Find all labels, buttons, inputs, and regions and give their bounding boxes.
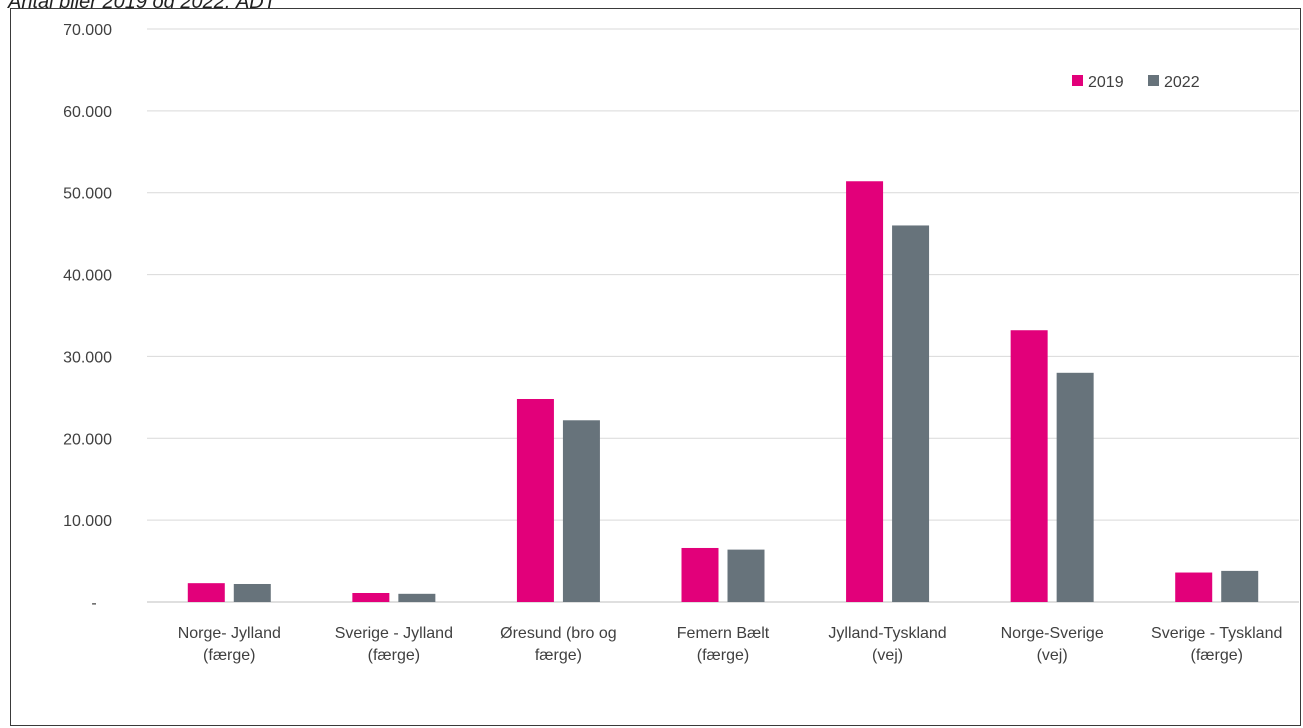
bar-2019-6: [1175, 572, 1213, 602]
bar-2022-4: [892, 225, 930, 602]
x-category-label: (vej): [872, 647, 903, 664]
bar-2019-5: [1010, 330, 1048, 602]
x-category-label: færge): [535, 647, 582, 664]
x-category-label: Norge- Jylland: [178, 625, 281, 642]
y-tick-label: 30.000: [63, 349, 112, 366]
x-axis-labels: Norge- Jylland (færge) Sverige - Jylland (f…: [178, 625, 1283, 664]
y-tick-label: 60.000: [63, 104, 112, 121]
bar-2019-2: [516, 398, 554, 602]
y-axis-ticks: - 10.000 20.000 30.000 40.000 50.000 60.000 70.…: [63, 22, 112, 612]
y-tick-label: -: [91, 595, 96, 612]
x-category-label: Femern Bælt: [677, 625, 770, 642]
x-category-label: Sverige - Jylland: [335, 625, 453, 642]
y-tick-label: 40.000: [63, 268, 112, 285]
y-tick-label: 20.000: [63, 431, 112, 448]
x-category-label: (færge): [368, 647, 420, 664]
x-category-label: (færge): [1190, 647, 1242, 664]
legend: 2019 2022: [1072, 74, 1200, 91]
x-category-label: Norge-Sverige: [1001, 625, 1104, 642]
gridlines: [147, 28, 1299, 603]
bar-2022-1: [398, 593, 436, 602]
y-tick-label: 50.000: [63, 186, 112, 203]
x-category-label: (vej): [1037, 647, 1068, 664]
bar-2022-2: [562, 420, 600, 602]
legend-swatch-2022: [1148, 75, 1159, 86]
bar-2022-6: [1221, 570, 1259, 602]
chart-frame: [10, 8, 1301, 726]
bar-2019-1: [352, 592, 390, 602]
x-category-label: Sverige - Tyskland: [1151, 625, 1282, 642]
x-category-label: (færge): [697, 647, 749, 664]
legend-label-2019: 2019: [1088, 74, 1124, 91]
legend-label-2022: 2022: [1164, 74, 1200, 91]
bar-2022-3: [727, 549, 765, 602]
bar-2022-0: [233, 583, 271, 602]
x-category-label: (færge): [203, 647, 255, 664]
bar-2019-3: [681, 547, 719, 602]
bar-2022-5: [1056, 372, 1094, 602]
y-tick-label: 10.000: [63, 513, 112, 530]
bar-2019-4: [846, 181, 884, 603]
y-tick-label: 70.000: [63, 22, 112, 39]
bars: [187, 181, 1259, 603]
x-category-label: Jylland-Tyskland: [828, 625, 946, 642]
bar-2019-0: [187, 583, 225, 602]
x-category-label: Øresund (bro og: [500, 625, 617, 642]
legend-swatch-2019: [1072, 75, 1083, 86]
